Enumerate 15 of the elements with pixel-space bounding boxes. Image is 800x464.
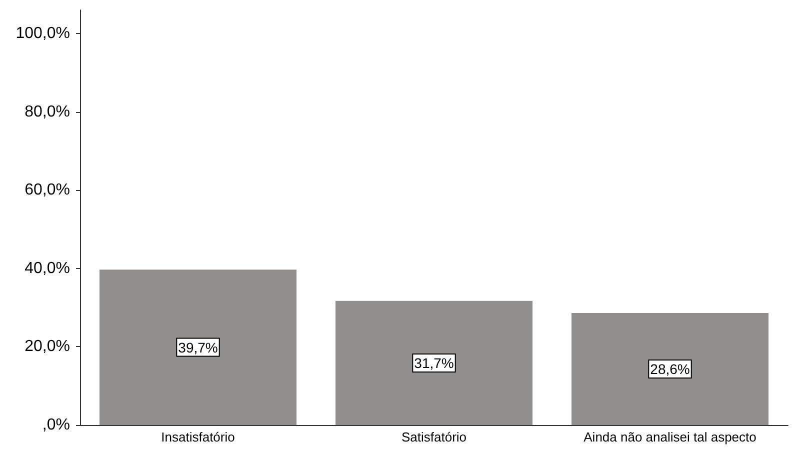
bar: [336, 300, 532, 425]
x-tick-label: Insatisfatório: [161, 430, 235, 444]
y-tick-label: 20,0%: [24, 338, 70, 356]
y-tick-label: 60,0%: [24, 182, 70, 199]
bar: [572, 313, 768, 425]
data-label: 31,7%: [414, 354, 454, 371]
y-tick-label: 100,0%: [16, 24, 70, 42]
data-label: 39,7%: [178, 339, 218, 356]
data-label: 28,6%: [650, 361, 690, 378]
x-tick-label: Ainda não analisei tal aspecto: [584, 430, 756, 444]
y-tick-label: 40,0%: [24, 260, 70, 277]
y-tick-label: 80,0%: [24, 103, 70, 120]
y-tick-label: ,0%: [42, 416, 70, 434]
bar: [100, 270, 296, 425]
x-tick-label: Satisfatório: [401, 430, 467, 444]
